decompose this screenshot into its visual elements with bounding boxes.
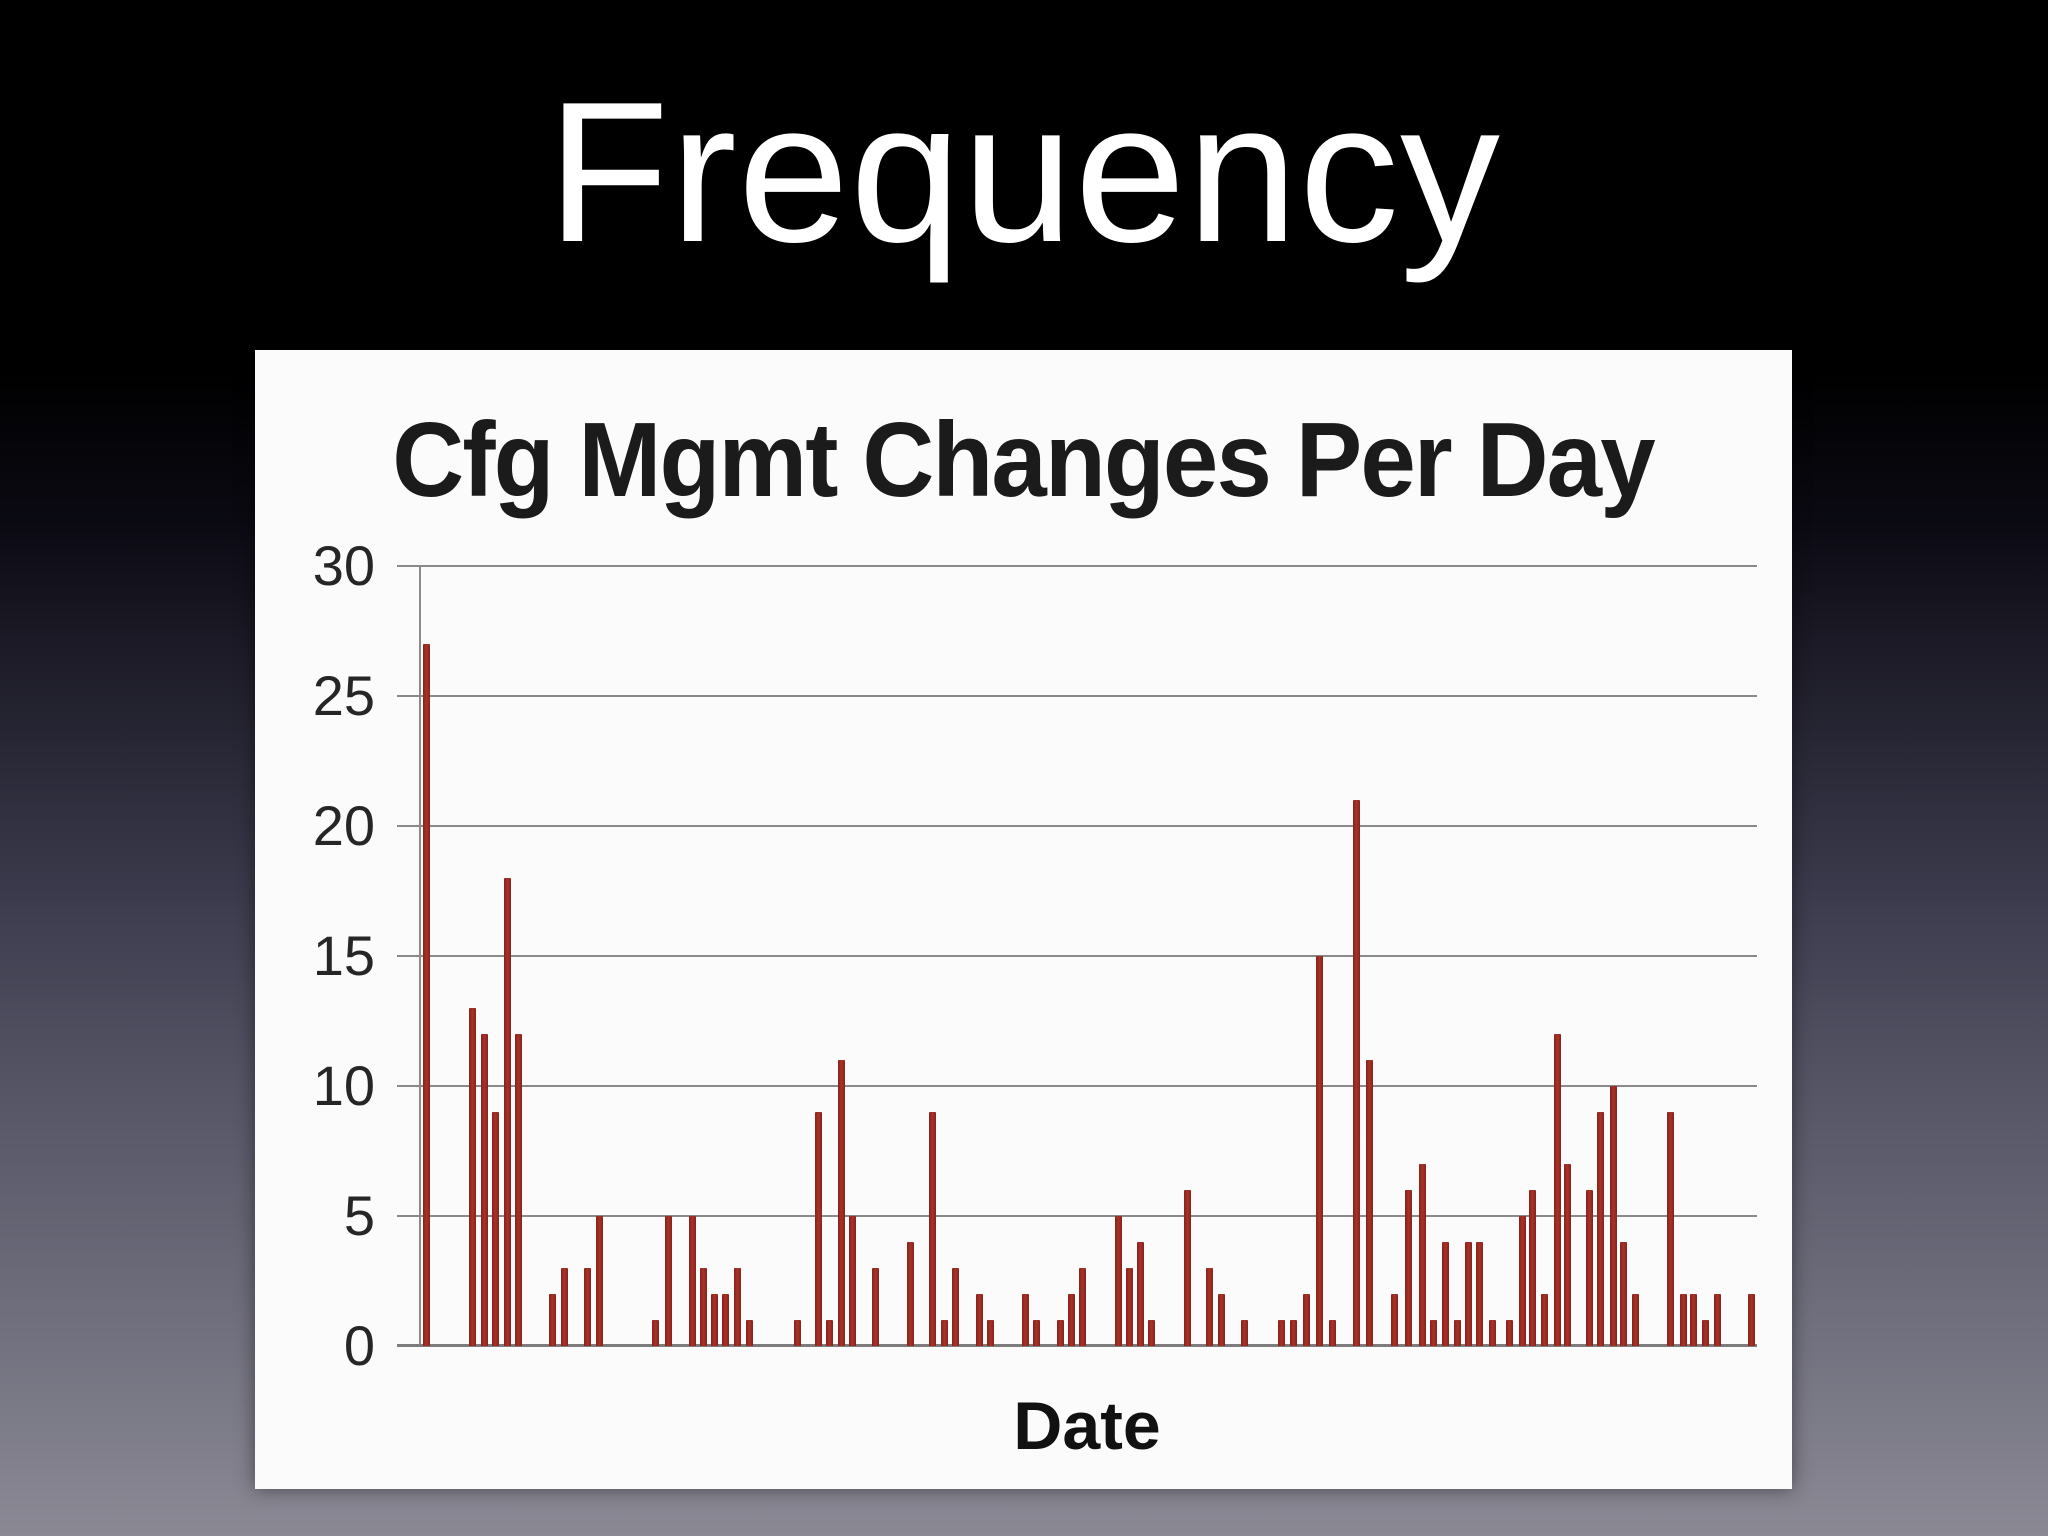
bar xyxy=(1748,1294,1755,1346)
y-tick-label: 20 xyxy=(312,794,375,858)
bar xyxy=(907,1242,914,1346)
y-tick-label: 15 xyxy=(312,924,375,988)
bar xyxy=(815,1112,822,1346)
bar xyxy=(561,1268,568,1346)
bar xyxy=(1115,1216,1122,1346)
bar xyxy=(504,878,511,1346)
bar xyxy=(423,644,430,1346)
bar xyxy=(1519,1216,1526,1346)
bar xyxy=(1068,1294,1075,1346)
bar xyxy=(1184,1190,1191,1346)
gridline xyxy=(397,1215,1757,1217)
bar xyxy=(1489,1320,1496,1346)
bar xyxy=(1430,1320,1437,1346)
bar xyxy=(1620,1242,1627,1346)
bar xyxy=(1632,1294,1639,1346)
bar xyxy=(1022,1294,1029,1346)
gridline xyxy=(397,695,1757,697)
bar xyxy=(794,1320,801,1346)
bar xyxy=(469,1008,476,1346)
slide-title: Frequency xyxy=(547,61,1501,284)
bar xyxy=(1057,1320,1064,1346)
bar xyxy=(1610,1086,1617,1346)
bar xyxy=(1454,1320,1461,1346)
bar xyxy=(711,1294,718,1346)
bar xyxy=(1303,1294,1310,1346)
chart-panel: Cfg Mgmt Changes Per Day 0 5 10 15 20 25 30 Da… xyxy=(255,350,1792,1489)
bar xyxy=(1564,1164,1571,1346)
bar xyxy=(1690,1294,1697,1346)
bar xyxy=(1241,1320,1248,1346)
bar xyxy=(515,1034,522,1346)
bar xyxy=(1126,1268,1133,1346)
bar xyxy=(1353,800,1360,1346)
bar xyxy=(1419,1164,1426,1346)
bar xyxy=(826,1320,833,1346)
bar xyxy=(952,1268,959,1346)
bar xyxy=(746,1320,753,1346)
bar xyxy=(849,1216,856,1346)
bar xyxy=(987,1320,994,1346)
y-tick-label: 10 xyxy=(312,1054,375,1118)
bar xyxy=(838,1060,845,1346)
bar xyxy=(584,1268,591,1346)
bar xyxy=(1714,1294,1721,1346)
bar xyxy=(1206,1268,1213,1346)
gridline xyxy=(397,565,1757,567)
chart-title: Cfg Mgmt Changes Per Day xyxy=(255,402,1792,519)
bar xyxy=(1405,1190,1412,1346)
bar xyxy=(1529,1190,1536,1346)
gridline xyxy=(397,1085,1757,1087)
bar xyxy=(941,1320,948,1346)
y-tick-label: 25 xyxy=(312,664,375,728)
bar xyxy=(1465,1242,1472,1346)
bar xyxy=(1680,1294,1687,1346)
y-tick-label: 30 xyxy=(312,534,375,598)
bar xyxy=(549,1294,556,1346)
bar xyxy=(665,1216,672,1346)
bar xyxy=(1366,1060,1373,1346)
bar xyxy=(652,1320,659,1346)
bar xyxy=(1033,1320,1040,1346)
bar xyxy=(1148,1320,1155,1346)
bar xyxy=(1391,1294,1398,1346)
bar xyxy=(1506,1320,1513,1346)
bar xyxy=(1278,1320,1285,1346)
plot-area: 0 5 10 15 20 25 30 xyxy=(313,535,1757,1377)
bar xyxy=(1290,1320,1297,1346)
y-tick-label: 5 xyxy=(343,1184,375,1248)
bar xyxy=(1316,956,1323,1346)
bar xyxy=(1137,1242,1144,1346)
x-axis-label: Date xyxy=(1013,1388,1161,1464)
bar xyxy=(689,1216,696,1346)
y-tick-label: 0 xyxy=(343,1314,375,1378)
bar xyxy=(1218,1294,1225,1346)
x-axis-line xyxy=(397,1344,1757,1347)
bar xyxy=(1442,1242,1449,1346)
bar xyxy=(481,1034,488,1346)
bar xyxy=(1667,1112,1674,1346)
bar xyxy=(734,1268,741,1346)
bar xyxy=(492,1112,499,1346)
bar xyxy=(1597,1112,1604,1346)
gridline xyxy=(397,825,1757,827)
bar xyxy=(929,1112,936,1346)
bar xyxy=(722,1294,729,1346)
bar xyxy=(1476,1242,1483,1346)
bar xyxy=(596,1216,603,1346)
bar xyxy=(1079,1268,1086,1346)
gridline xyxy=(397,955,1757,957)
chart-title-text: Cfg Mgmt Changes Per Day xyxy=(392,401,1656,519)
bar xyxy=(976,1294,983,1346)
bar xyxy=(1554,1034,1561,1346)
bar xyxy=(1329,1320,1336,1346)
bar xyxy=(872,1268,879,1346)
bar xyxy=(1702,1320,1709,1346)
bar xyxy=(1541,1294,1548,1346)
bar xyxy=(700,1268,707,1346)
bar xyxy=(1586,1190,1593,1346)
